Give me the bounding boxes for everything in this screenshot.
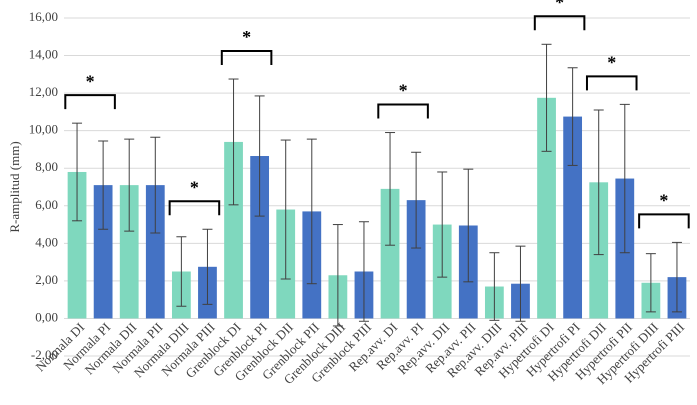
error-bar <box>332 224 343 327</box>
error-bar <box>228 78 239 206</box>
significance-marker: * <box>555 0 564 12</box>
error-bar <box>98 140 109 230</box>
y-tick-label: 8,00 <box>35 159 58 174</box>
error-bar <box>437 171 448 278</box>
error-bar <box>280 139 291 280</box>
significance-marker: * <box>190 177 199 197</box>
significance-marker: * <box>607 53 616 73</box>
error-bar <box>72 122 83 222</box>
significance-marker: * <box>659 191 668 211</box>
significance-marker: * <box>86 71 95 91</box>
y-tick-label: 10,00 <box>29 122 58 137</box>
error-bar <box>515 245 526 322</box>
error-bar <box>124 138 135 232</box>
error-bar <box>176 236 187 307</box>
significance-bracket <box>220 50 273 66</box>
significance-bracket <box>585 75 638 91</box>
error-bar <box>254 95 265 217</box>
bar <box>93 185 113 319</box>
significance-bracket <box>64 94 116 110</box>
error-bar <box>593 109 604 256</box>
y-tick-label: 2,00 <box>35 272 58 287</box>
error-bar <box>150 136 161 234</box>
y-tick-label: 0,00 <box>35 309 58 324</box>
error-bar <box>202 228 213 305</box>
error-bar <box>463 168 474 283</box>
y-tick-label: 4,00 <box>35 234 58 249</box>
y-tick-label: 16,00 <box>29 9 58 24</box>
error-bar <box>358 221 369 322</box>
bar <box>224 141 243 319</box>
error-bar <box>567 67 578 166</box>
significance-marker: * <box>399 81 408 101</box>
error-bar <box>645 253 656 313</box>
significance-marker: * <box>242 27 251 47</box>
bar <box>145 185 165 319</box>
y-tick-label: -2,00 <box>31 347 58 362</box>
significance-bracket <box>377 103 429 119</box>
y-axis-label: R-amplitud (mm) <box>7 141 22 232</box>
bar <box>537 97 556 319</box>
bar <box>250 156 270 319</box>
error-bar <box>671 241 682 313</box>
error-bar <box>306 138 317 285</box>
bar <box>119 185 139 319</box>
error-bar <box>411 151 422 249</box>
error-bar <box>385 132 396 246</box>
error-bar <box>619 103 630 254</box>
error-bar <box>489 252 500 321</box>
bar <box>67 171 87 319</box>
bar <box>563 116 583 319</box>
significance-bracket <box>638 213 690 229</box>
y-tick-label: 14,00 <box>29 47 58 62</box>
significance-bracket <box>533 15 586 31</box>
y-tick-label: 6,00 <box>35 197 58 212</box>
significance-bracket <box>168 200 221 216</box>
error-bar <box>541 43 552 152</box>
bar <box>380 188 400 319</box>
bar <box>406 200 426 319</box>
y-tick-label: 12,00 <box>29 84 58 99</box>
